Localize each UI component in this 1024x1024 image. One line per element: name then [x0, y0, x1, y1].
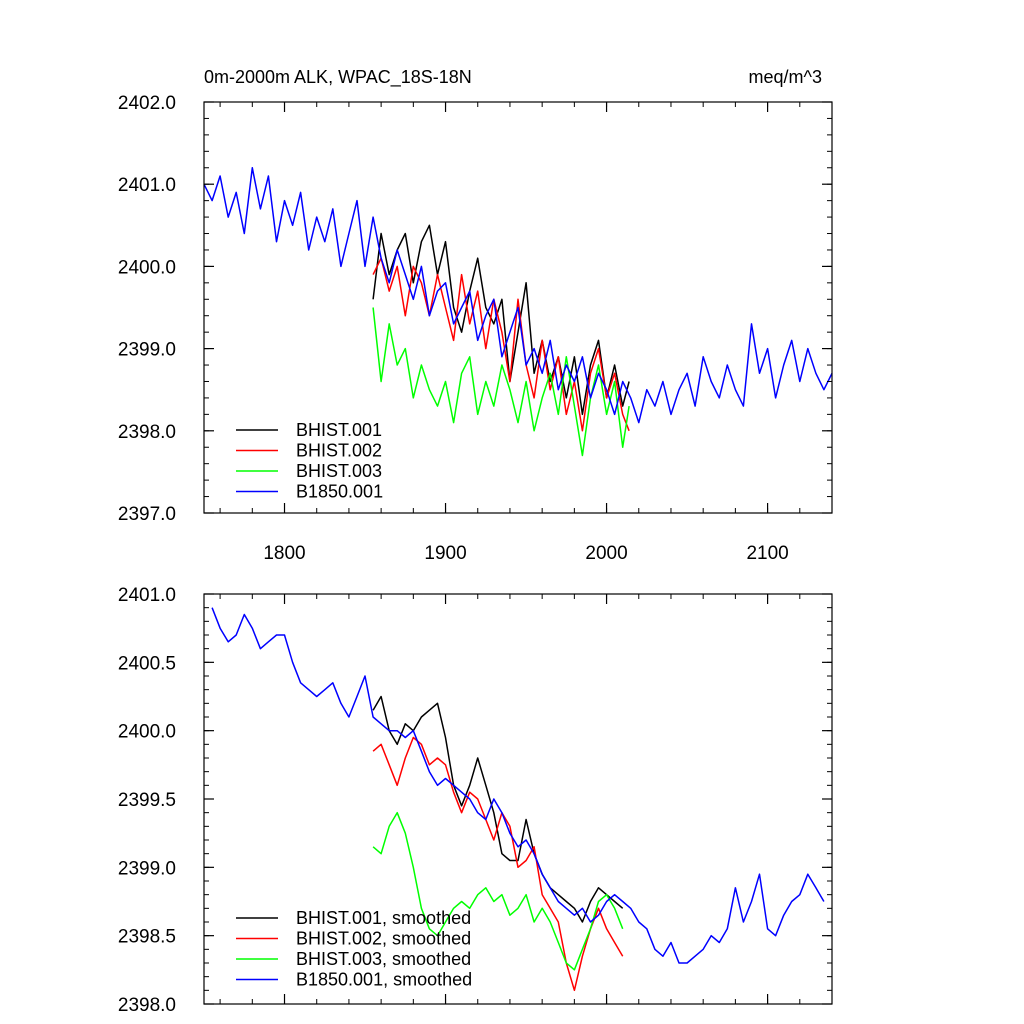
bottom-y-tick-label: 2399.0 [118, 858, 176, 879]
top-y-tick-label: 2398.0 [118, 422, 176, 443]
top-x-tick-label: 2000 [585, 543, 627, 564]
bottom-y-tick-label: 2398.0 [118, 995, 176, 1016]
top-x-tick-label: 2100 [746, 543, 788, 564]
top-y-tick-label: 2401.0 [118, 175, 176, 196]
top-legend-label: BHIST.003 [296, 461, 382, 481]
top-plot-title: 0m-2000m ALK, WPAC_18S-18N [204, 67, 472, 88]
bottom-y-tick-label: 2398.5 [118, 927, 176, 948]
top-y-tick-label: 2402.0 [118, 93, 176, 114]
bottom-y-tick-label: 2399.5 [118, 790, 176, 811]
top-x-tick-label: 1900 [424, 543, 466, 564]
bottom-series-line-b1850-001 [211, 607, 825, 964]
bottom-legend-label: BHIST.002, smoothed [296, 929, 471, 949]
top-plot-frame [203, 101, 833, 514]
bottom-legend-label: BHIST.001, smoothed [296, 908, 471, 928]
bottom-series-line-bhist-003 [372, 811, 624, 971]
bottom-y-tick-label: 2401.0 [118, 585, 176, 606]
top-y-tick-label: 2400.0 [118, 257, 176, 278]
bottom-legend-label: B1850.001, smoothed [296, 970, 472, 990]
bottom-y-tick-label: 2400.5 [118, 653, 176, 674]
top-plot-units: meq/m^3 [749, 67, 822, 87]
top-legend-label: BHIST.001 [296, 420, 382, 440]
top-series-line-bhist-002 [372, 257, 630, 432]
bottom-plot: 2398.0 2398.5 2399.0 2399.5 2400.0 2400.5 2401… [118, 585, 833, 1016]
top-series-line-bhist-003 [372, 307, 630, 457]
bottom-legend-label: BHIST.003, smoothed [296, 949, 471, 969]
top-legend-label: B1850.001 [296, 482, 383, 502]
top-series-line-b1850-001 [203, 167, 833, 424]
top-plot: 0m-2000m ALK, WPAC_18S-18N meq/m^3 2397.… [118, 67, 833, 564]
bottom-series-line-bhist-002 [372, 736, 624, 992]
top-y-tick-label: 2397.0 [118, 504, 176, 525]
top-legend-label: BHIST.002 [296, 441, 382, 461]
top-y-tick-label: 2399.0 [118, 340, 176, 361]
top-x-tick-label: 1800 [263, 543, 305, 564]
bottom-series-line-bhist-001 [372, 695, 624, 923]
bottom-y-tick-label: 2400.0 [118, 722, 176, 743]
